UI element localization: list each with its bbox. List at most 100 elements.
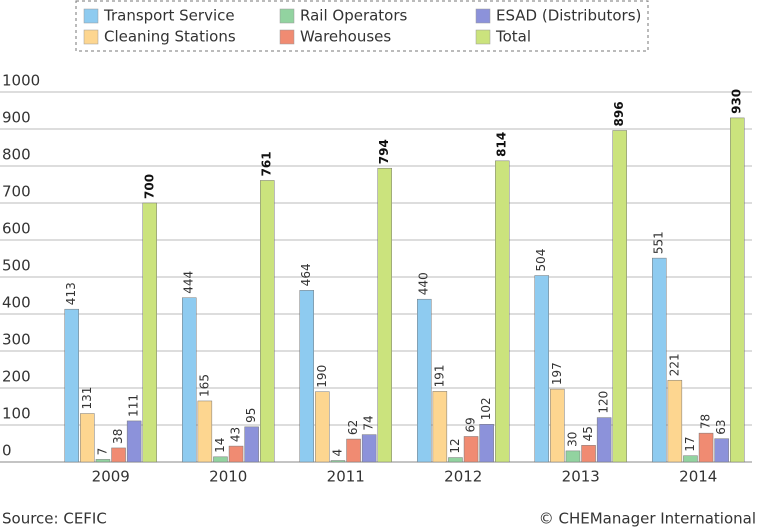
value-label: 120 <box>597 391 611 414</box>
bar <box>596 417 612 463</box>
y-tick-label: 0 <box>2 442 12 460</box>
y-tick-label: 600 <box>2 220 31 238</box>
value-label: 504 <box>534 249 548 272</box>
value-label: 413 <box>64 282 78 305</box>
value-label: 444 <box>182 271 196 294</box>
bar <box>432 391 448 463</box>
bar <box>330 460 346 463</box>
value-label: 190 <box>315 365 329 388</box>
y-tick-label: 200 <box>2 368 31 386</box>
bar <box>714 438 729 463</box>
value-label: 78 <box>699 414 713 429</box>
bar <box>64 308 79 463</box>
credit: © CHEManager International <box>539 510 756 528</box>
bar <box>448 457 463 463</box>
legend-swatch <box>83 8 99 24</box>
legend-swatch <box>475 29 491 45</box>
bar <box>581 445 596 463</box>
bar <box>730 117 745 463</box>
y-tick-label: 900 <box>2 109 31 127</box>
value-label: 102 <box>479 397 493 420</box>
value-label: 191 <box>432 364 446 387</box>
value-label: 814 <box>495 132 509 157</box>
bar <box>479 424 494 463</box>
value-label: 794 <box>377 139 391 164</box>
value-label: 700 <box>142 174 156 199</box>
value-label: 38 <box>111 429 125 444</box>
value-label: 165 <box>197 374 211 397</box>
bar <box>299 290 314 463</box>
bar <box>346 438 361 463</box>
bar <box>80 413 95 463</box>
value-label: 30 <box>565 432 579 447</box>
x-tick-label: 2012 <box>444 468 482 486</box>
y-tick-label: 500 <box>2 257 31 275</box>
bar <box>377 167 392 463</box>
legend-swatch <box>279 29 295 45</box>
bar <box>197 400 213 463</box>
x-tick-label: 2011 <box>327 468 365 486</box>
bar <box>315 391 330 463</box>
bar <box>213 456 228 463</box>
value-label: 111 <box>127 394 141 417</box>
bar <box>652 257 667 463</box>
legend-label: ESAD (Distributors) <box>496 7 641 25</box>
y-tick-label: 400 <box>2 294 31 312</box>
value-label: 7 <box>95 448 109 456</box>
bar <box>534 275 549 463</box>
value-label: 761 <box>260 151 274 176</box>
bar <box>182 297 197 463</box>
y-tick-label: 800 <box>2 146 31 164</box>
y-tick-label: 700 <box>2 183 31 201</box>
bar <box>495 160 510 463</box>
x-tick-label: 2010 <box>209 468 247 486</box>
value-label: 4 <box>330 449 344 457</box>
bar <box>612 130 627 463</box>
bar <box>260 180 275 463</box>
legend-label: Total <box>495 28 531 46</box>
x-tick-label: 2014 <box>679 468 717 486</box>
bar <box>667 379 683 463</box>
y-tick-label: 100 <box>2 405 31 423</box>
value-label: 896 <box>612 101 626 126</box>
value-label: 43 <box>229 427 243 442</box>
value-label: 45 <box>581 426 595 441</box>
value-label: 62 <box>346 420 360 435</box>
bar <box>463 436 479 463</box>
value-label: 17 <box>683 436 697 451</box>
value-label: 63 <box>714 419 728 434</box>
value-label: 464 <box>299 263 313 286</box>
legend-swatch <box>279 8 295 24</box>
source: Source: CEFIC <box>2 510 107 528</box>
legend-label: Rail Operators <box>300 7 408 25</box>
bar <box>244 426 259 463</box>
value-label: 551 <box>652 231 666 254</box>
value-label: 14 <box>213 438 227 453</box>
legend-swatch <box>83 29 99 45</box>
y-tick-label: 300 <box>2 331 31 349</box>
value-label: 12 <box>448 438 462 453</box>
legend-label: Cleaning Stations <box>104 28 236 46</box>
value-label: 930 <box>730 89 744 114</box>
value-label: 197 <box>550 362 564 385</box>
bar <box>565 450 581 463</box>
legend-swatch <box>475 8 491 24</box>
value-label: 95 <box>244 408 258 423</box>
bar <box>698 432 714 463</box>
value-label: 440 <box>417 272 431 295</box>
x-tick-label: 2013 <box>562 468 600 486</box>
bar <box>417 298 432 463</box>
bar <box>95 459 111 463</box>
legend-label: Transport Service <box>103 7 235 25</box>
x-tick-label: 2009 <box>92 468 130 486</box>
bar <box>361 434 377 463</box>
y-tick-label: 1000 <box>2 72 40 90</box>
value-label: 74 <box>362 415 376 430</box>
bar <box>228 445 244 463</box>
value-label: 69 <box>464 417 478 432</box>
legend-box <box>75 0 649 52</box>
bar <box>550 388 565 463</box>
value-label: 131 <box>80 387 94 410</box>
bar <box>111 447 126 463</box>
